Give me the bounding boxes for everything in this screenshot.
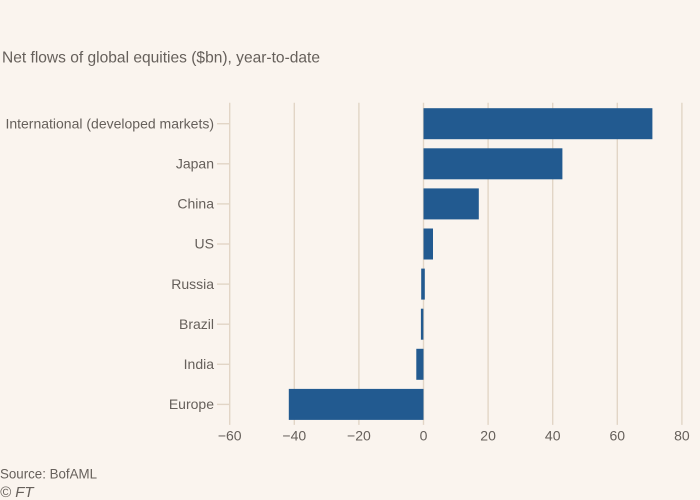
- svg-text:US: US: [195, 236, 214, 252]
- svg-text:−60: −60: [218, 428, 242, 444]
- svg-text:Japan: Japan: [176, 156, 214, 172]
- svg-text:Russia: Russia: [171, 276, 214, 292]
- svg-text:Source: BofAML: Source: BofAML: [0, 466, 97, 482]
- svg-text:International (developed marke: International (developed markets): [5, 115, 214, 131]
- svg-text:20: 20: [480, 428, 496, 444]
- svg-text:60: 60: [610, 428, 626, 444]
- svg-text:40: 40: [545, 428, 561, 444]
- svg-text:India: India: [184, 356, 215, 372]
- svg-text:−20: −20: [347, 428, 371, 444]
- svg-text:© FT: © FT: [0, 484, 35, 500]
- svg-text:Brazil: Brazil: [179, 316, 214, 332]
- svg-text:−40: −40: [282, 428, 306, 444]
- svg-text:Europe: Europe: [169, 396, 214, 412]
- svg-text:80: 80: [674, 428, 690, 444]
- svg-text:China: China: [177, 196, 214, 212]
- svg-text:0: 0: [420, 428, 428, 444]
- svg-text:Net flows of global equities (: Net flows of global equities ($bn), year…: [2, 50, 320, 67]
